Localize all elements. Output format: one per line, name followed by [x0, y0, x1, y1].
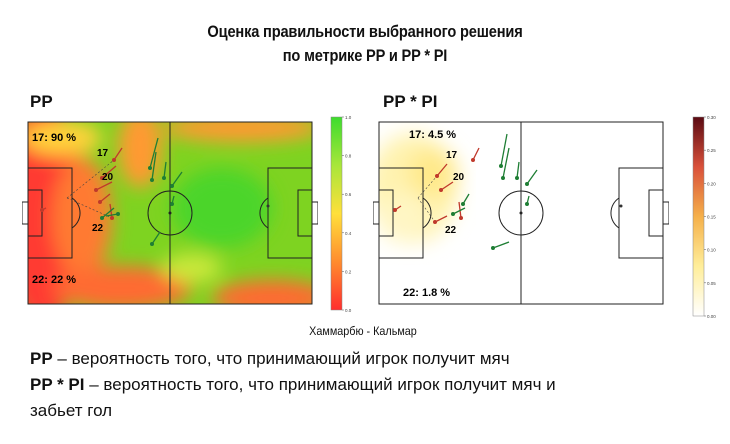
player-label-17: 17 — [446, 150, 458, 161]
center-spot — [519, 211, 523, 215]
heat-zone-orange-top-right — [162, 122, 312, 142]
heat-zone-yellowgreen — [162, 253, 222, 283]
colorbar-tick-label: 0.0 — [345, 308, 352, 313]
colorbar-tick-label: 0.20 — [707, 181, 716, 186]
player-marker — [501, 147, 510, 180]
players-red — [40, 147, 123, 220]
heat-zone-yellow — [408, 148, 458, 198]
chart-title-line2: по метрике PP и PP * PI — [282, 46, 448, 65]
colorbar-tick-label: 0.30 — [707, 116, 716, 120]
player-marker — [461, 193, 470, 206]
player-marker — [471, 147, 480, 162]
player-marker — [433, 215, 448, 224]
heat-zone-yellow-top — [28, 122, 102, 156]
colorbar-tick-label: 0.15 — [707, 215, 716, 220]
legend-pppi-term: PP * PI — [30, 375, 85, 394]
heat-zone-orange-top — [118, 122, 162, 188]
player-marker — [150, 231, 161, 246]
player-marker — [150, 151, 157, 182]
colorbar-tick-label: 0.8 — [345, 154, 352, 159]
colorbar-gradient — [692, 116, 705, 317]
player-marker — [170, 171, 183, 188]
colorbar-tick-label: 0.10 — [707, 248, 716, 253]
player-marker — [525, 169, 538, 186]
legend-pp: PP – вероятность того, что принимающий и… — [30, 346, 510, 372]
player-marker — [105, 212, 120, 217]
passing-lanes — [417, 175, 438, 223]
annotation-17: 17: 4.5 % — [409, 129, 456, 141]
player-marker — [499, 133, 508, 168]
pp-colorbar: 0.0 0.2 0.4 0.6 0.8 1.0 — [330, 116, 352, 313]
colorbar-tick-label: 0.4 — [345, 231, 352, 236]
colorbar-ticks: 0.0 0.2 0.4 0.6 0.8 1.0 — [342, 116, 352, 313]
players-green — [451, 133, 538, 250]
player-label-17: 17 — [97, 148, 109, 159]
player-marker — [515, 161, 520, 180]
annotation-22: 22: 1.8 % — [403, 287, 450, 299]
player-marker — [393, 205, 402, 212]
player-marker — [94, 181, 113, 192]
player-marker — [170, 195, 175, 206]
player-marker — [162, 161, 167, 180]
player-label-20: 20 — [453, 172, 465, 183]
pppi-heatmap: 17 20 22 17: 4.5 % 22: 1.8 % — [373, 121, 669, 305]
player-marker — [451, 207, 466, 216]
pp-heatmap: 17 20 22 17: 90 % 22: 22 % — [22, 121, 318, 305]
pp-panel-title: PP — [30, 92, 53, 111]
colorbar-tick-label: 0.25 — [707, 148, 716, 153]
passing-lanes — [66, 159, 115, 219]
player-marker — [112, 147, 123, 162]
colorbar-tick-label: 0.6 — [345, 192, 352, 197]
heat-zone-orange-box — [52, 158, 112, 278]
annotation-17: 17: 90 % — [32, 132, 76, 144]
player-marker — [525, 195, 530, 206]
player-marker — [100, 207, 115, 220]
pppi-colorbar: 0.00 0.05 0.10 0.15 0.20 0.25 0.30 — [692, 116, 716, 319]
player-marker — [98, 193, 111, 204]
colorbar-tick-label: 0.05 — [707, 281, 716, 286]
player-marker — [435, 163, 448, 178]
heat-zone-red-bottom-right — [212, 280, 312, 304]
heat-zone-green-mid — [172, 168, 272, 248]
legend-pppi-cont: забьет гол — [30, 401, 113, 420]
colorbar-tick-label: 0.00 — [707, 314, 716, 319]
heat-zone-pale-low — [379, 193, 428, 243]
colorbar-tick-label: 1.0 — [345, 116, 352, 120]
player-label-22: 22 — [445, 225, 457, 236]
colorbar-tick-label: 0.2 — [345, 269, 352, 274]
legend-pp-term: PP — [30, 349, 53, 368]
chart-title-line1: Оценка правильности выбранного решения — [207, 22, 523, 41]
legend-pppi: PP * PI – вероятность того, что принимаю… — [30, 372, 556, 398]
player-marker — [100, 165, 117, 180]
opponent-keeper — [266, 204, 270, 208]
center-spot — [168, 211, 172, 215]
players-green — [100, 137, 183, 246]
player-label-22: 22 — [92, 223, 104, 234]
player-marker — [40, 207, 47, 212]
annotation-22: 22: 22 % — [32, 274, 76, 286]
heat-zone-red-bottom — [52, 266, 192, 304]
legend-pppi-text: – вероятность того, что принимающий игро… — [84, 375, 556, 394]
player-marker — [491, 241, 510, 250]
legend-pp-text: – вероятность того, что принимающий игро… — [52, 349, 510, 368]
pppi-panel-title: PP * PI — [383, 92, 438, 111]
player-marker — [148, 137, 159, 170]
opponent-keeper — [619, 204, 623, 208]
player-marker — [439, 181, 454, 192]
colorbar-ticks: 0.00 0.05 0.10 0.15 0.20 0.25 0.30 — [704, 116, 716, 319]
colorbar-gradient — [330, 116, 343, 311]
match-caption: Хаммарбю - Кальмар — [309, 324, 417, 338]
player-label-20: 20 — [102, 172, 114, 183]
